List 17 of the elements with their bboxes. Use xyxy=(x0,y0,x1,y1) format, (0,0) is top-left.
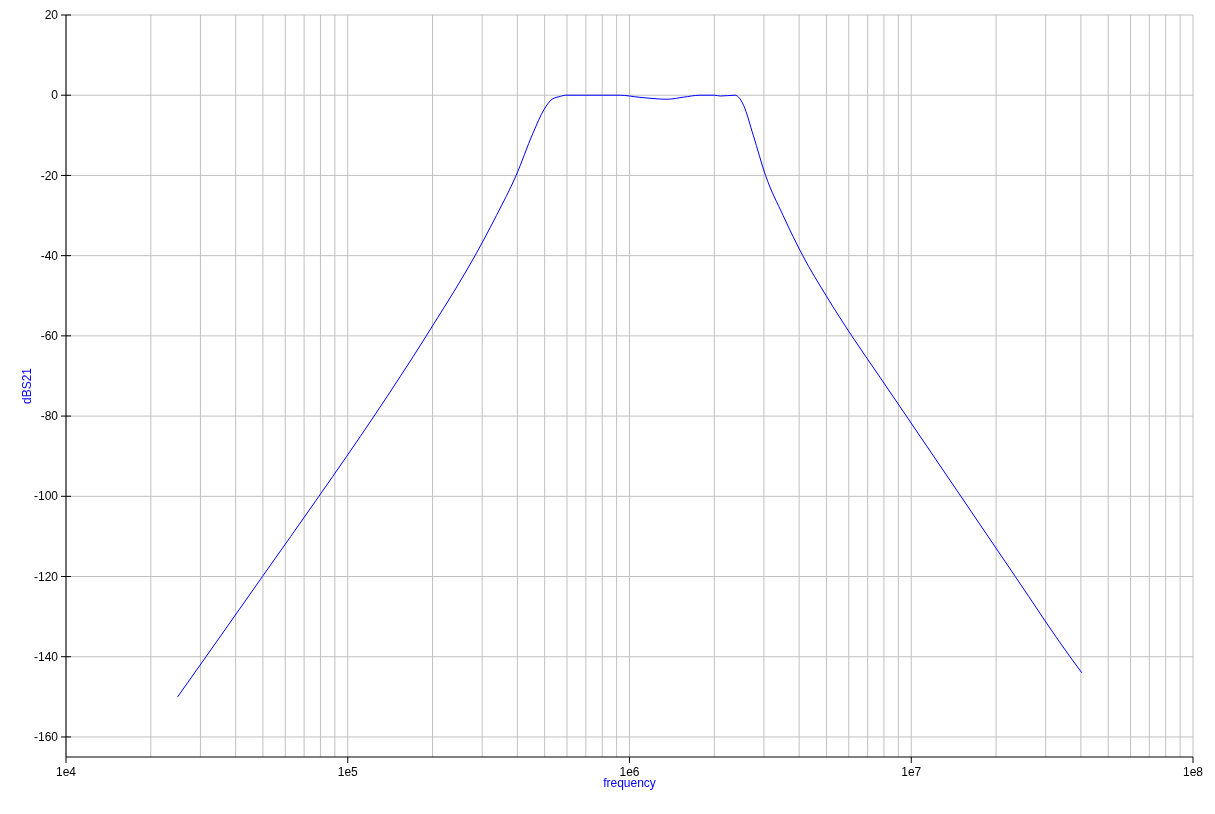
x-axis-title: frequency xyxy=(603,776,656,790)
y-tick-label: 0 xyxy=(51,88,59,103)
y-tick-label: -20 xyxy=(40,168,59,183)
y-tick-label: -140 xyxy=(33,649,59,664)
y-tick-label: -100 xyxy=(33,489,59,504)
x-tick-label: 1e7 xyxy=(901,765,922,779)
y-tick-label: -80 xyxy=(40,409,59,424)
x-tick-label: 1e4 xyxy=(55,765,77,779)
y-tick-label: -60 xyxy=(40,329,59,344)
y-tick-label: -120 xyxy=(33,569,59,584)
x-tick-label: 1e8 xyxy=(1182,765,1204,779)
y-tick-label: -160 xyxy=(33,730,59,745)
y-tick-label: 20 xyxy=(44,8,59,23)
x-tick-label: 1e5 xyxy=(337,765,359,779)
y-axis-title: dBS21 xyxy=(20,367,35,405)
y-tick-label: -40 xyxy=(40,248,59,263)
x-tick-label: 1e6 xyxy=(619,765,640,779)
